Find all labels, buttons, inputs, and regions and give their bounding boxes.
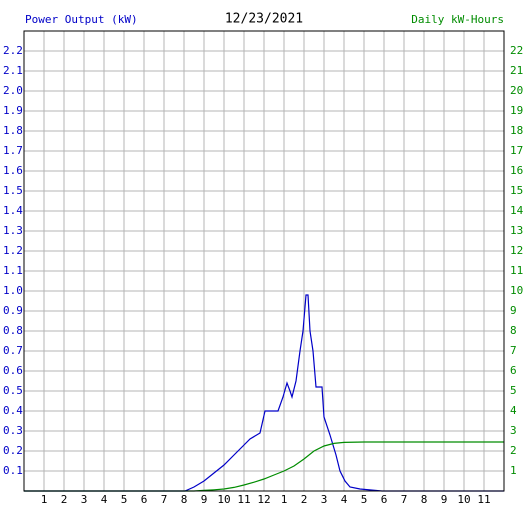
y-tick-label: 0.5 [3,384,23,397]
y2-tick-label: 13 [510,224,523,237]
x-tick-label: 6 [141,493,148,506]
y2-tick-label: 16 [510,164,523,177]
y-tick-label: 0.3 [3,424,23,437]
x-tick-label: 3 [321,493,328,506]
x-tick-label: 1 [281,493,288,506]
x-tick-label: 11 [477,493,490,506]
x-tick-label: 10 [457,493,470,506]
y2-tick-label: 14 [510,204,524,217]
y-tick-label: 1.5 [3,184,23,197]
y2-tick-label: 8 [510,324,517,337]
x-tick-label: 12 [257,493,270,506]
y-tick-label: 0.4 [3,404,23,417]
y2-tick-label: 18 [510,124,523,137]
y-tick-label: 0.2 [3,444,23,457]
y-tick-label: 1.9 [3,104,23,117]
x-tick-label: 4 [101,493,108,506]
y-tick-label: 0.6 [3,364,23,377]
y-tick-label: 1.4 [3,204,23,217]
y2-tick-label: 1 [510,464,517,477]
series-line [24,294,504,492]
x-tick-label: 2 [61,493,68,506]
x-tick-label: 9 [201,493,208,506]
x-tick-label: 1 [41,493,48,506]
y-tick-label: 0.9 [3,304,23,317]
y-tick-label: 1.2 [3,244,23,257]
x-tick-label: 6 [381,493,388,506]
y-tick-label: 0.8 [3,324,23,337]
y-tick-label: 1.0 [3,284,23,297]
y2-tick-label: 2 [510,444,517,457]
grid [24,31,504,491]
y-tick-label: 1.7 [3,144,23,157]
y2-tick-label: 11 [510,264,523,277]
y2-tick-label: 12 [510,244,523,257]
y-tick-label: 1.1 [3,264,23,277]
x-tick-label: 8 [421,493,428,506]
y2-tick-label: 6 [510,364,517,377]
y2-tick-label: 20 [510,84,523,97]
y2-tick-label: 21 [510,64,523,77]
plot [24,294,504,492]
y-tick-label: 0.7 [3,344,23,357]
y2-tick-label: 7 [510,344,517,357]
y-tick-label: 1.8 [3,124,23,137]
y-axis-title: Power Output (kW) [25,13,138,26]
y2-tick-label: 17 [510,144,523,157]
y2-axis-title: Daily kW-Hours [411,13,504,26]
y-tick-label: 1.3 [3,224,23,237]
y-tick-label: 0.1 [3,464,23,477]
y2-tick-label: 5 [510,384,517,397]
x-tick-label: 9 [441,493,448,506]
y-tick-label: 2.1 [3,64,23,77]
plot-border [23,30,505,492]
x-tick-label: 4 [341,493,348,506]
x-tick-label: 7 [401,493,408,506]
y2-tick-label: 22 [510,44,523,57]
y-tick-label: 2.2 [3,44,23,57]
y-tick-label: 1.6 [3,164,23,177]
y2-tick-label: 4 [510,404,517,417]
y2-tick-label: 3 [510,424,517,437]
y2-tick-label: 9 [510,304,517,317]
x-tick-label: 11 [237,493,250,506]
y2-tick-label: 15 [510,184,523,197]
series-line [24,441,504,492]
x-tick-label: 5 [121,493,128,506]
x-tick-label: 7 [161,493,168,506]
x-tick-label: 2 [301,493,308,506]
y2-tick-label: 19 [510,104,523,117]
x-tick-label: 5 [361,493,368,506]
x-tick-label: 8 [181,493,188,506]
chart-title: 12/23/2021 [225,12,303,27]
x-tick-label: 10 [217,493,230,506]
x-tick-label: 3 [81,493,88,506]
y-tick-label: 2.0 [3,84,23,97]
y2-tick-label: 10 [510,284,523,297]
